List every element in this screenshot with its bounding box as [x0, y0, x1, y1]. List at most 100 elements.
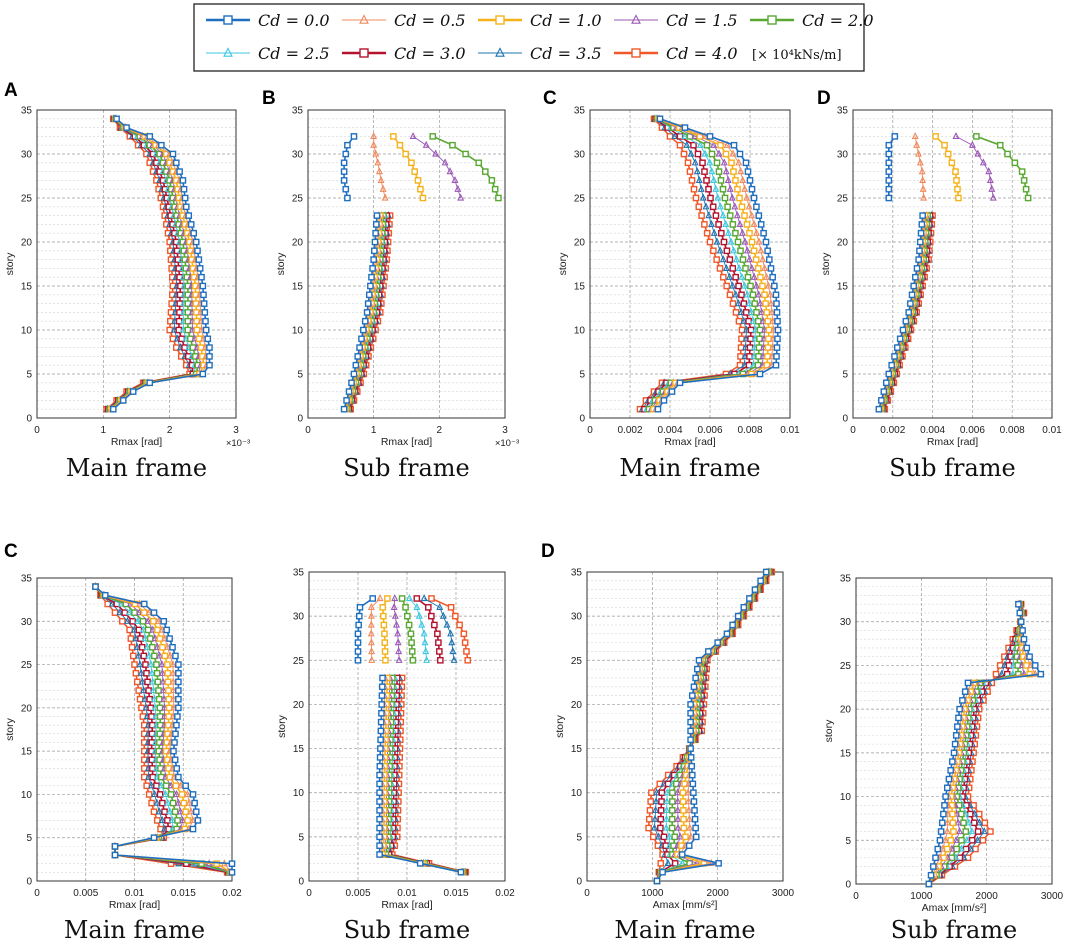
data-point — [688, 762, 696, 770]
data-point — [206, 353, 213, 360]
data-point — [680, 815, 687, 823]
series-line — [393, 598, 400, 661]
data-point — [651, 814, 659, 822]
data-point — [429, 133, 437, 140]
data-point — [692, 833, 700, 841]
data-point — [728, 193, 736, 201]
data-point — [685, 797, 693, 805]
data-point — [350, 133, 358, 140]
data-point — [752, 256, 760, 263]
data-point — [456, 621, 463, 629]
data-point — [911, 131, 919, 140]
data-point — [415, 611, 423, 619]
data-point — [773, 353, 780, 360]
data-point — [687, 149, 695, 157]
data-point — [368, 647, 376, 655]
data-point — [750, 272, 758, 280]
data-point — [363, 309, 371, 316]
y-tick-label: 35 — [292, 106, 304, 117]
data-point — [1023, 644, 1031, 652]
data-point — [697, 184, 705, 192]
data-point — [715, 149, 723, 157]
data-point — [1031, 662, 1039, 669]
y-tick-label: 25 — [571, 656, 583, 667]
data-point — [757, 246, 765, 254]
data-point — [749, 291, 757, 299]
y-tick-label: 35 — [840, 574, 852, 585]
data-point — [177, 781, 185, 789]
data-point — [676, 141, 684, 149]
axes-frame — [307, 109, 506, 419]
series-line — [107, 118, 192, 410]
data-point — [968, 836, 976, 844]
data-point — [752, 281, 760, 289]
data-point — [354, 639, 362, 646]
data-point — [379, 604, 387, 611]
y-tick-label: 5 — [298, 832, 304, 843]
data-point — [726, 184, 734, 192]
legend-marker — [495, 47, 505, 57]
data-point — [913, 265, 921, 272]
data-point — [680, 824, 688, 832]
data-point — [166, 651, 174, 659]
y-tick-label: 25 — [574, 194, 586, 205]
legend-box — [193, 3, 865, 72]
panel-caption: Sub frame — [891, 916, 1018, 944]
y-tick-label: 30 — [574, 150, 586, 161]
data-point — [885, 159, 893, 167]
data-point — [727, 237, 735, 245]
data-point — [954, 818, 962, 826]
y-tick-label: 10 — [571, 788, 583, 799]
data-point — [344, 194, 351, 202]
x-tick-label: 1000 — [641, 888, 664, 899]
data-point — [912, 273, 919, 281]
data-point — [158, 815, 166, 824]
data-point — [954, 185, 961, 193]
data-point — [450, 655, 458, 663]
data-point — [173, 789, 181, 798]
data-point — [668, 388, 676, 395]
data-point — [1004, 150, 1011, 158]
x-tick-label: 0 — [34, 888, 40, 899]
series-line — [423, 598, 455, 661]
legend-entry: 𝐶𝑑 = 1.0 — [478, 11, 602, 30]
data-point — [934, 845, 942, 853]
data-point — [759, 282, 766, 290]
data-point — [428, 612, 435, 620]
data-point — [151, 789, 159, 798]
data-point — [681, 124, 689, 131]
data-point — [340, 405, 348, 413]
data-point — [199, 353, 206, 360]
data-point — [740, 604, 748, 611]
data-point — [140, 686, 148, 694]
data-point — [738, 272, 746, 280]
legend-marker — [495, 15, 505, 25]
data-point — [192, 353, 199, 360]
data-point — [730, 168, 737, 175]
series-line — [95, 586, 230, 873]
panel-letter: D — [817, 88, 831, 109]
data-point — [441, 158, 449, 166]
data-point — [970, 819, 978, 827]
data-point — [948, 844, 956, 852]
data-point — [996, 141, 1004, 149]
axes-frame — [308, 571, 506, 882]
data-point — [663, 805, 671, 814]
data-point — [166, 635, 173, 642]
data-point — [189, 815, 197, 824]
data-point — [182, 808, 189, 816]
x-tick-label: 0.002 — [880, 425, 905, 436]
data-point — [875, 405, 883, 413]
data-point — [175, 661, 182, 668]
data-point — [773, 344, 781, 351]
data-point — [958, 836, 965, 844]
legend-marker — [223, 15, 233, 25]
data-point — [121, 609, 129, 616]
data-point — [145, 651, 153, 659]
y-tick-label: 35 — [837, 106, 849, 117]
data-point — [674, 805, 682, 814]
data-point — [161, 652, 169, 660]
data-point — [417, 185, 424, 193]
data-point — [448, 638, 456, 646]
data-point — [390, 133, 397, 140]
